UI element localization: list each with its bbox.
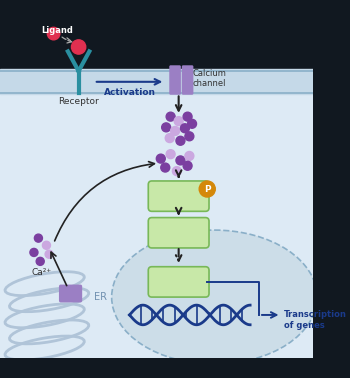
Circle shape <box>162 123 170 132</box>
Text: Calcium
channel: Calcium channel <box>193 68 227 88</box>
Circle shape <box>166 150 175 159</box>
Circle shape <box>166 112 175 121</box>
FancyBboxPatch shape <box>59 285 82 302</box>
Circle shape <box>199 181 215 197</box>
Text: ER: ER <box>94 292 107 302</box>
Bar <box>0 94 313 358</box>
Circle shape <box>30 248 38 256</box>
FancyBboxPatch shape <box>148 181 209 211</box>
Circle shape <box>185 132 194 141</box>
Bar <box>0 20 313 69</box>
Circle shape <box>47 27 60 40</box>
Text: Activation: Activation <box>104 88 155 97</box>
Circle shape <box>174 117 183 125</box>
Circle shape <box>176 136 185 145</box>
Text: Receptor: Receptor <box>58 97 99 106</box>
Circle shape <box>185 152 194 160</box>
Circle shape <box>173 167 181 176</box>
Circle shape <box>42 241 50 249</box>
Ellipse shape <box>112 230 317 364</box>
Circle shape <box>183 161 192 170</box>
Text: Transcription
of genes: Transcription of genes <box>284 310 347 330</box>
Circle shape <box>170 127 180 135</box>
Circle shape <box>183 112 192 121</box>
FancyBboxPatch shape <box>182 65 194 95</box>
Circle shape <box>36 257 44 265</box>
Circle shape <box>165 133 174 143</box>
Text: Ligand: Ligand <box>41 26 73 36</box>
Text: Ca²⁺: Ca²⁺ <box>31 268 51 277</box>
Bar <box>0 69 313 94</box>
Text: P: P <box>204 184 211 194</box>
FancyBboxPatch shape <box>169 65 181 95</box>
Circle shape <box>45 250 53 258</box>
Circle shape <box>188 119 196 128</box>
Circle shape <box>176 156 185 165</box>
Circle shape <box>71 40 86 54</box>
Circle shape <box>34 234 42 242</box>
FancyBboxPatch shape <box>148 267 209 297</box>
Circle shape <box>181 124 189 133</box>
Circle shape <box>156 154 165 163</box>
FancyBboxPatch shape <box>148 218 209 248</box>
Circle shape <box>161 163 170 172</box>
